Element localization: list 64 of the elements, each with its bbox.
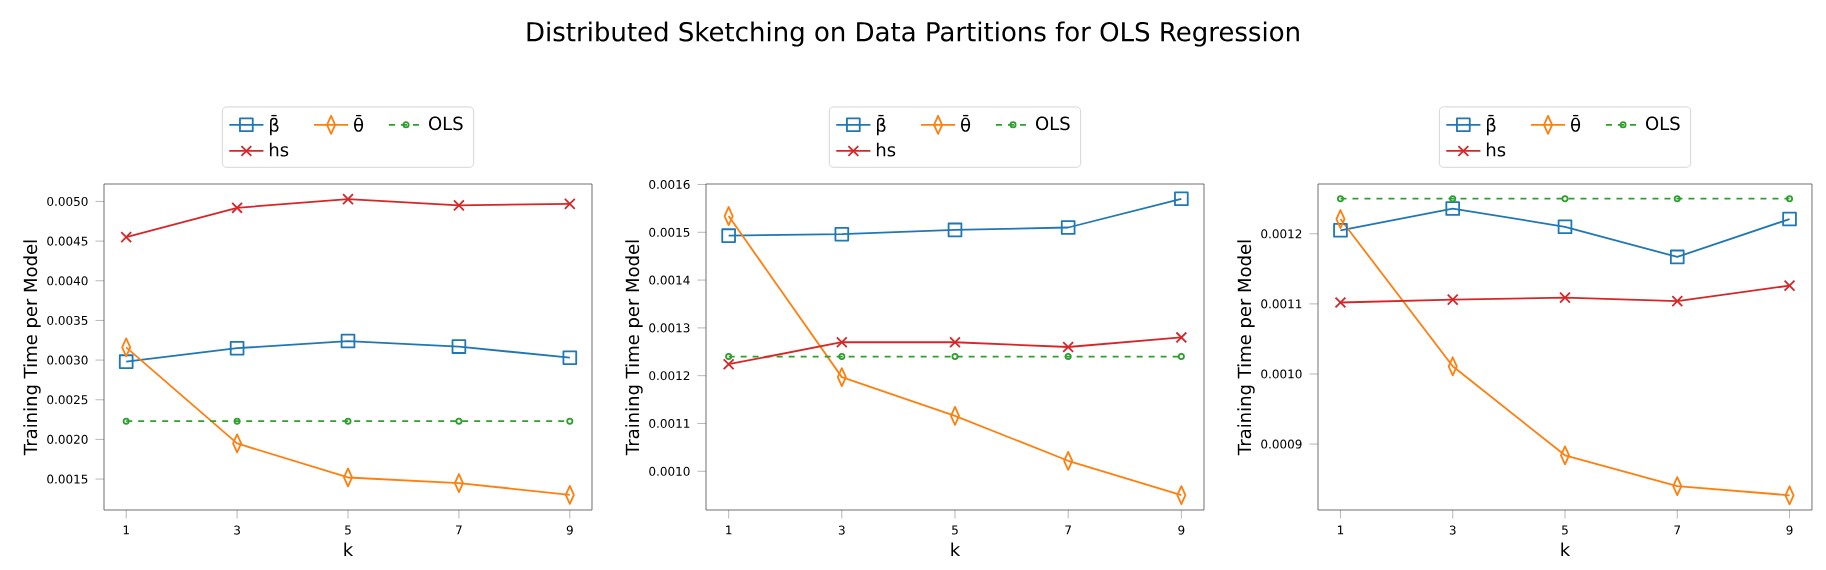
point	[563, 197, 576, 210]
point	[725, 353, 733, 361]
x-axis-title: k	[344, 542, 354, 557]
legend-label: hs	[1486, 142, 1506, 157]
legend-label: θ̄	[961, 114, 971, 132]
point	[229, 340, 245, 356]
legend-label: OLS	[1646, 116, 1680, 131]
point	[1786, 195, 1794, 203]
point	[834, 226, 850, 242]
point	[344, 417, 352, 425]
point	[1561, 195, 1569, 203]
chart-title: Distributed Sketching on Data Partitions for OLS Regression	[527, 21, 1299, 47]
point	[1333, 222, 1348, 238]
point	[1060, 220, 1076, 235]
point	[1449, 195, 1457, 203]
x-axis-title: k	[951, 542, 961, 557]
point	[1177, 353, 1185, 361]
point	[949, 336, 961, 349]
point	[1673, 195, 1681, 203]
legend-label: β̄	[1487, 114, 1496, 136]
point	[1671, 295, 1684, 307]
point	[1174, 191, 1189, 207]
point	[453, 199, 465, 212]
legend-label: hs	[876, 142, 896, 157]
point	[231, 201, 243, 214]
point	[340, 333, 356, 349]
y-axis-title: Training Time per Model	[23, 240, 41, 456]
point	[1336, 195, 1344, 203]
point	[120, 231, 133, 243]
legend-label: β̄	[877, 114, 886, 136]
legend-label: θ̄	[1571, 114, 1581, 132]
point	[1559, 291, 1571, 304]
legend-label: hs	[269, 142, 289, 157]
point	[1445, 201, 1461, 216]
x-axis-title: k	[1561, 542, 1571, 557]
point	[838, 353, 846, 361]
point	[951, 353, 959, 361]
point	[122, 417, 130, 425]
point	[722, 358, 735, 371]
point	[1669, 249, 1685, 265]
point	[721, 228, 736, 243]
legend-label: OLS	[429, 116, 463, 131]
point	[342, 193, 354, 205]
point	[1175, 331, 1188, 344]
legend-label: OLS	[1036, 116, 1070, 131]
point	[451, 339, 467, 354]
y-axis-title: Training Time per Model	[1237, 240, 1255, 456]
point	[947, 222, 963, 238]
point	[1064, 353, 1072, 361]
point	[566, 417, 574, 425]
legend-label: θ̄	[354, 114, 364, 132]
point	[1782, 211, 1797, 227]
point	[1557, 219, 1573, 235]
point	[1062, 341, 1075, 353]
y-axis-title: Training Time per Model	[625, 240, 643, 456]
legend-label: β̄	[270, 114, 279, 136]
point	[118, 354, 134, 369]
point	[1783, 279, 1796, 292]
point	[562, 350, 578, 366]
point	[1334, 296, 1347, 309]
point	[1446, 293, 1459, 306]
point	[455, 417, 463, 425]
point	[233, 417, 241, 425]
point	[835, 336, 848, 349]
